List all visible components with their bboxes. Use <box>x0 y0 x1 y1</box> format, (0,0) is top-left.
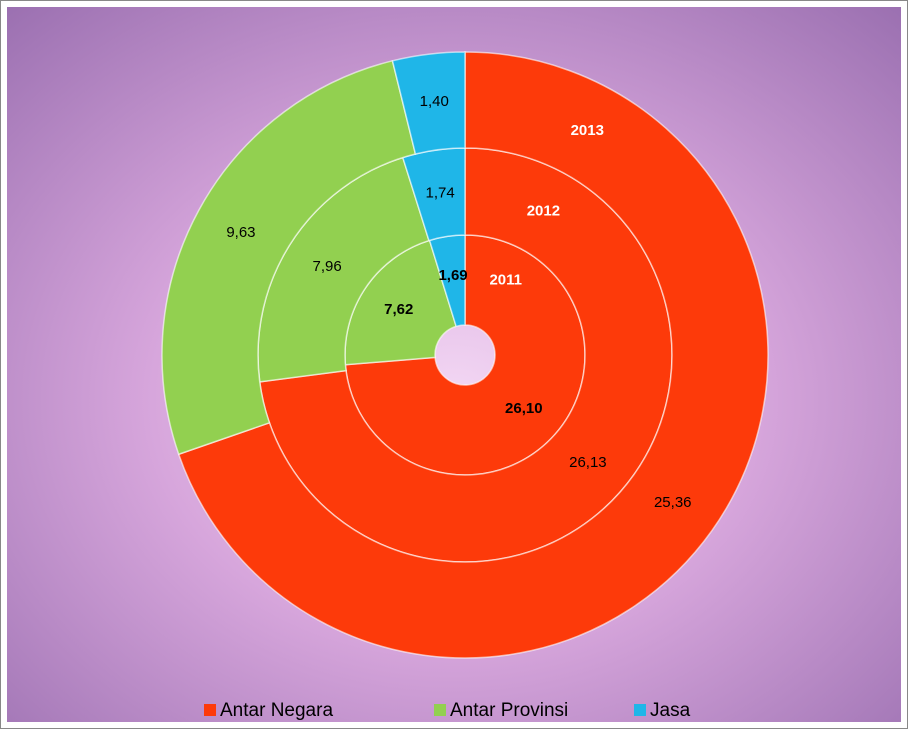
value-label: 7,96 <box>313 258 342 275</box>
ring-label: 2012 <box>527 202 560 219</box>
legend-swatch <box>204 704 216 716</box>
ring-label: 2011 <box>489 271 522 288</box>
value-label: 26,13 <box>569 454 607 471</box>
legend-label: Antar Provinsi <box>450 700 568 721</box>
value-label: 26,10 <box>505 400 543 417</box>
value-label: 25,36 <box>654 494 692 511</box>
value-label: 1,40 <box>420 93 449 110</box>
value-label: 9,63 <box>226 224 255 241</box>
value-label: 1,74 <box>426 184 455 201</box>
legend-label: Antar Negara <box>220 700 333 721</box>
legend-label: Jasa <box>650 700 691 721</box>
chart: 26,10 7,62 1,69 2011 26,13 7,96 1,74 2012 25,36 9… <box>0 0 908 729</box>
value-label: 7,62 <box>384 301 413 318</box>
value-label: 1,69 <box>438 267 467 284</box>
legend-swatch <box>634 704 646 716</box>
legend-swatch <box>434 704 446 716</box>
ring-label: 2013 <box>571 122 604 139</box>
